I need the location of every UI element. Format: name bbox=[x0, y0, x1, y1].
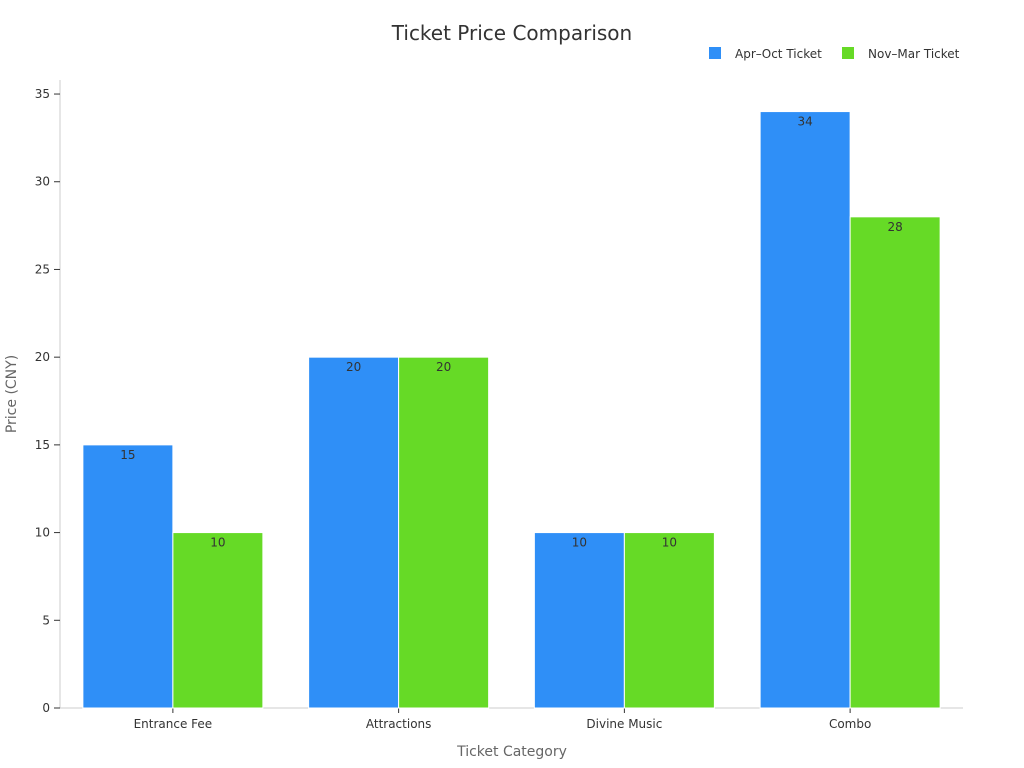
y-tick-label: 35 bbox=[35, 87, 50, 101]
bar-nov-mar bbox=[623, 532, 715, 709]
y-tick-label: 10 bbox=[35, 526, 50, 540]
x-tick-label: Divine Music bbox=[586, 717, 662, 731]
bar-value-label: 15 bbox=[120, 448, 135, 462]
bar-labels: 15 10 20 20 10 10 34 28 bbox=[120, 115, 903, 550]
bar-value-label: 28 bbox=[887, 220, 902, 234]
bar-nov-mar bbox=[849, 216, 941, 709]
legend: Apr–Oct Ticket Nov–Mar Ticket bbox=[709, 47, 960, 61]
x-tick-label: Entrance Fee bbox=[134, 717, 213, 731]
bar-apr-oct bbox=[533, 532, 625, 709]
y-tick-label: 15 bbox=[35, 438, 50, 452]
legend-swatch bbox=[842, 47, 854, 59]
x-tick-label: Attractions bbox=[366, 717, 432, 731]
y-tick-label: 25 bbox=[35, 262, 50, 276]
y-axis-title: Price (CNY) bbox=[4, 355, 20, 433]
bars bbox=[82, 111, 941, 709]
y-tick-label: 5 bbox=[42, 613, 50, 627]
y-tick-label: 20 bbox=[35, 350, 50, 364]
bar-value-label: 20 bbox=[436, 360, 451, 374]
y-tick-label: 30 bbox=[35, 175, 50, 189]
x-axis-title: Ticket Category bbox=[456, 744, 567, 760]
bar-nov-mar bbox=[172, 532, 264, 709]
bar-value-label: 10 bbox=[572, 536, 587, 550]
chart-title: Ticket Price Comparison bbox=[391, 21, 632, 45]
x-axis-ticks: Entrance Fee Attractions Divine Music Combo bbox=[134, 708, 871, 731]
legend-label: Apr–Oct Ticket bbox=[735, 47, 822, 61]
x-tick-label: Combo bbox=[829, 717, 871, 731]
bar-value-label: 10 bbox=[210, 536, 225, 550]
bar-value-label: 20 bbox=[346, 360, 361, 374]
bar-apr-oct bbox=[759, 111, 851, 709]
bar-nov-mar bbox=[398, 356, 490, 709]
bar-apr-oct bbox=[82, 444, 174, 709]
y-tick-label: 0 bbox=[42, 701, 50, 715]
legend-swatch bbox=[709, 47, 721, 59]
bar-value-label: 10 bbox=[662, 536, 677, 550]
bar-value-label: 34 bbox=[797, 115, 812, 129]
legend-label: Nov–Mar Ticket bbox=[868, 47, 960, 61]
bar-apr-oct bbox=[308, 356, 400, 709]
y-axis-ticks: 0 5 10 15 20 25 30 35 bbox=[35, 87, 60, 715]
